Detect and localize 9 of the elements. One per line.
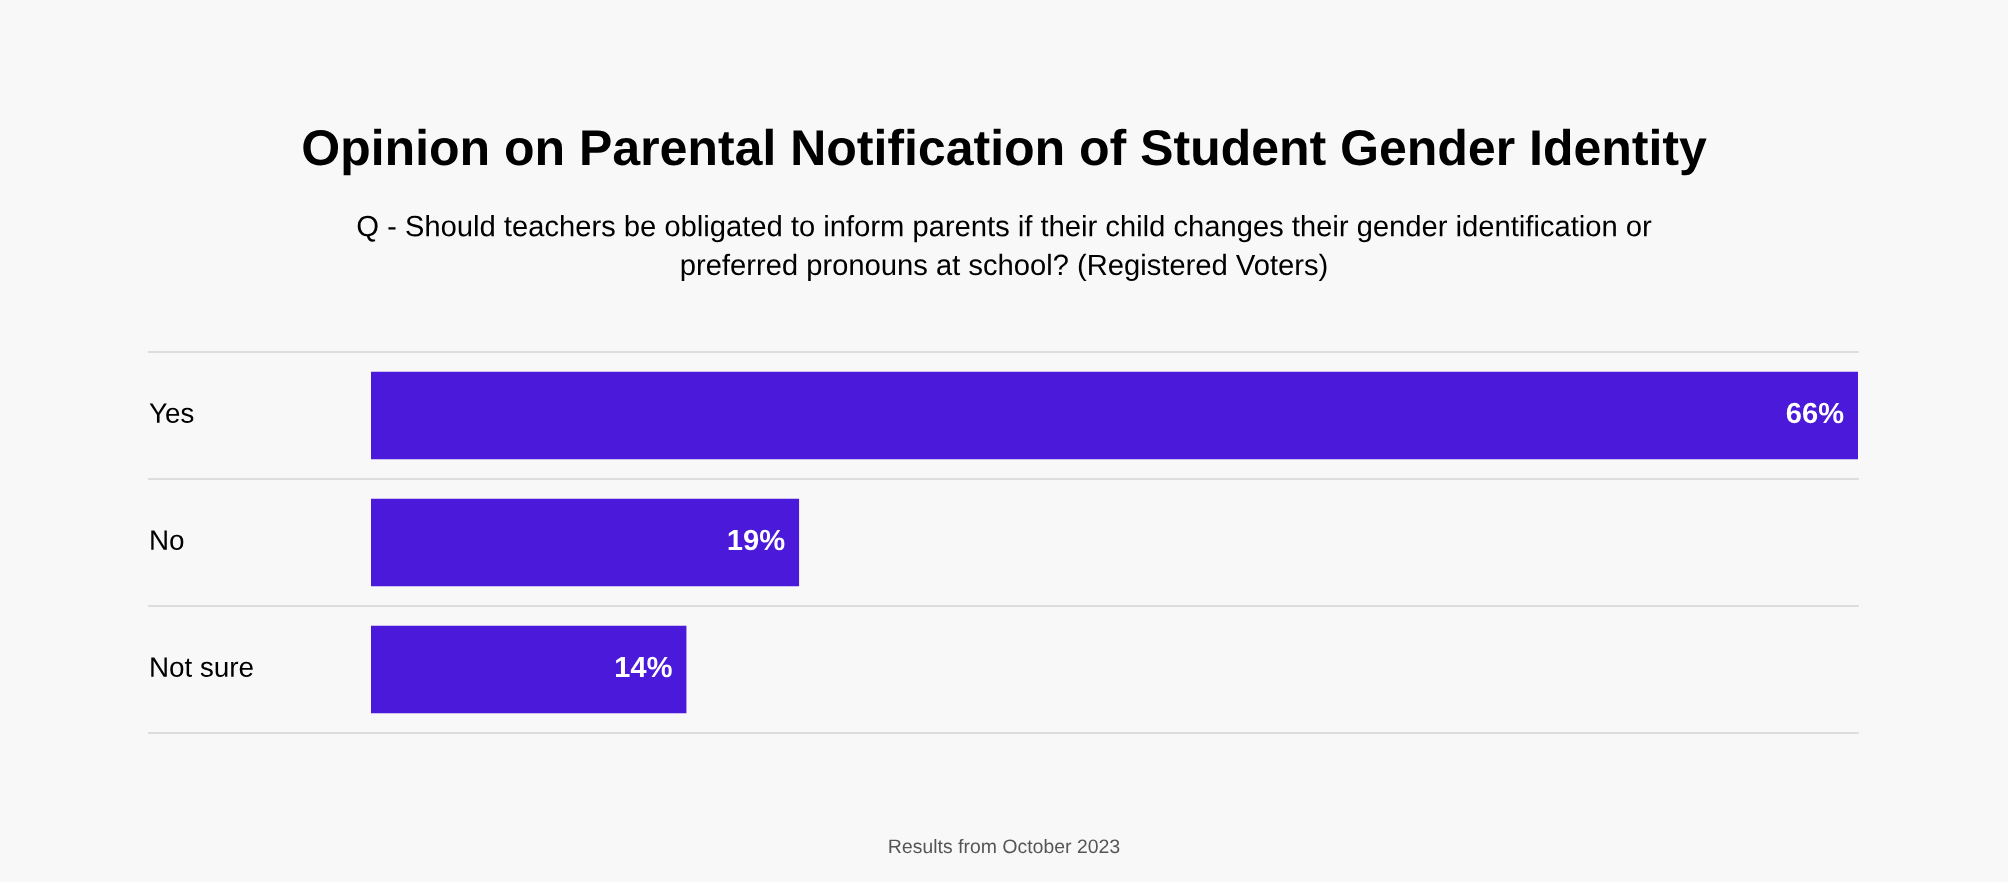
- chart-subtitle: Q - Should teachers be obligated to inform parents if their child changes their gender identification or preferred pronouns at school? (Registered Voters): [357, 215, 1652, 281]
- data-label: 14%: [616, 656, 672, 678]
- y-tick-label: Not sure: [151, 657, 253, 677]
- y-tick-label: Yes: [149, 403, 194, 423]
- data-label: 19%: [728, 529, 785, 551]
- y-tick-label: No: [151, 530, 184, 550]
- text: Results from October 2023: [889, 838, 1120, 854]
- chart-title: Opinion on Parental Notification of Student Gender Identity: [303, 128, 1707, 176]
- data-label: 66%: [1786, 402, 1844, 424]
